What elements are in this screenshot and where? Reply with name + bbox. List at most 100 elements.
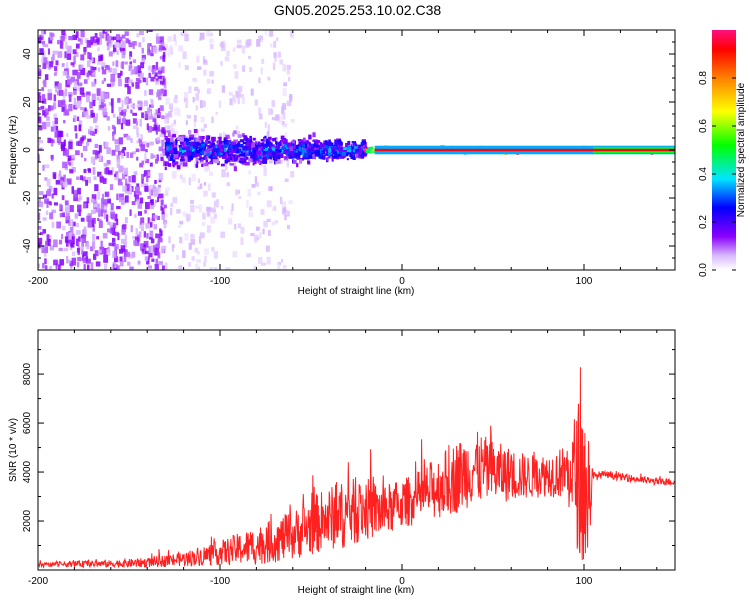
spectrogram-cell: [173, 34, 177, 42]
spectrogram-cell: [53, 102, 57, 110]
spectrogram-cell: [120, 196, 126, 205]
spectrogram-cell: [315, 140, 321, 144]
spectrogram-cell: [308, 134, 312, 140]
spectrogram-x-label: Height of straight line (km): [298, 286, 415, 297]
spectrogram-cell: [107, 221, 111, 225]
spectrogram-cell: [182, 162, 188, 167]
spectrogram-cell: [39, 48, 44, 55]
spectrogram-cell: [347, 140, 351, 146]
spectrogram-cell: [103, 112, 108, 116]
spectrogram-cell: [150, 52, 154, 57]
spectrogram-cell: [246, 253, 251, 258]
spectrogram-cell: [276, 37, 279, 42]
spectrogram-cell: [268, 146, 272, 150]
spectrogram-cell: [42, 40, 46, 45]
spectrogram-cell: [149, 236, 153, 240]
spectrogram-cell: [190, 199, 194, 205]
spectrogram-cell: [80, 68, 86, 76]
spectrogram-cell: [172, 144, 178, 149]
spectrogram-cell: [135, 228, 138, 236]
spectrogram-cell: [223, 144, 227, 149]
spectrogram-cell: [204, 143, 208, 147]
spectrogram-cell: [87, 219, 93, 228]
spectrogram-cell: [200, 128, 205, 132]
spectrogram-cell: [271, 100, 275, 107]
spectrogram-cell: [120, 70, 123, 76]
spectrogram-cell: [123, 255, 127, 262]
spectrogram-cell: [38, 67, 41, 72]
spectrogram-cell: [114, 41, 119, 48]
spectrogram-cell: [230, 209, 233, 216]
spectrogram-cell: [78, 192, 81, 199]
spectrogram-cell: [246, 142, 250, 147]
spectrogram-cell: [121, 34, 126, 39]
spectrogram-cell: [138, 107, 142, 111]
spectrogram-cell: [117, 98, 121, 103]
spectrogram-cell: [248, 170, 251, 175]
spectrogram-cell: [226, 182, 230, 187]
spectrogram-cell: [159, 56, 163, 60]
spectrogram-cell: [222, 155, 227, 159]
spectrogram-cell: [51, 209, 56, 213]
spectrogram-cell: [44, 74, 49, 80]
spectrogram-cell: [241, 147, 244, 151]
spectrogram-cell: [312, 139, 316, 142]
spectrogram-cell: [269, 142, 273, 146]
spectrogram-cell: [77, 85, 80, 91]
spectrogram-cell: [173, 148, 178, 153]
spectrogram-cell: [93, 203, 98, 208]
spectrogram-cell: [167, 124, 173, 131]
spectrogram-cell: [38, 147, 43, 151]
spectrogram-cell: [121, 99, 124, 108]
spectrogram-cell: [338, 152, 343, 155]
spectrogram-cell: [222, 153, 226, 158]
spectrogram-cell: [54, 117, 58, 125]
spectrogram-cell: [221, 142, 224, 146]
spectrogram-cell: [293, 159, 297, 164]
spectrogram-cell: [123, 241, 127, 248]
spectrogram-cell: [86, 114, 91, 119]
spectrogram-cell: [209, 71, 214, 77]
spectrogram-cell: [273, 146, 277, 150]
spectrogram-cell: [115, 144, 120, 153]
spectrogram-cell: [251, 184, 256, 188]
spectrogram-cell: [90, 246, 94, 252]
spectrogram-cell: [80, 152, 83, 158]
spectrogram-cell: [354, 144, 359, 150]
spectrogram-cell: [53, 187, 58, 196]
spectrogram-cell: [195, 259, 201, 263]
spectrogram-cell: [66, 53, 72, 60]
spectrogram-cell: [262, 152, 266, 157]
spectrogram-cell: [219, 148, 224, 151]
spectrogram-cell: [60, 179, 64, 186]
spectrogram-cell: [183, 97, 188, 103]
spectrogram-cell: [164, 125, 169, 130]
spectrogram-cell: [102, 107, 107, 116]
spectrogram-cell: [308, 147, 312, 152]
spectrogram-cell: [81, 235, 86, 243]
spectrogram-cell: [86, 258, 91, 264]
spectrogram-cell: [170, 154, 173, 157]
spectrogram-cell: [195, 157, 198, 162]
spectrogram-cell: [320, 143, 325, 148]
spectrogram-cell: [56, 90, 60, 96]
spectrogram-cell: [148, 112, 152, 117]
spectrogram-cell: [321, 150, 326, 153]
spectrogram-cell: [38, 116, 42, 124]
spectrogram-cell: [42, 94, 46, 101]
snr-frame: [37, 329, 676, 571]
spectrogram-cell: [140, 62, 145, 69]
spectrogram-cell: [160, 80, 165, 85]
spectrogram-cell: [264, 135, 267, 141]
spectrogram-cell: [277, 146, 280, 149]
spectrogram-cell: [238, 158, 242, 163]
spectrogram-cell: [83, 51, 87, 55]
spectrogram-cell: [94, 128, 97, 134]
spectrogram-cell: [263, 164, 267, 170]
spectrogram-cell: [131, 201, 136, 205]
spectrogram-cell: [183, 156, 188, 162]
spectrogram-cell: [157, 241, 160, 248]
spectrogram-cell: [158, 45, 163, 51]
spectrogram-cell: [106, 116, 110, 121]
